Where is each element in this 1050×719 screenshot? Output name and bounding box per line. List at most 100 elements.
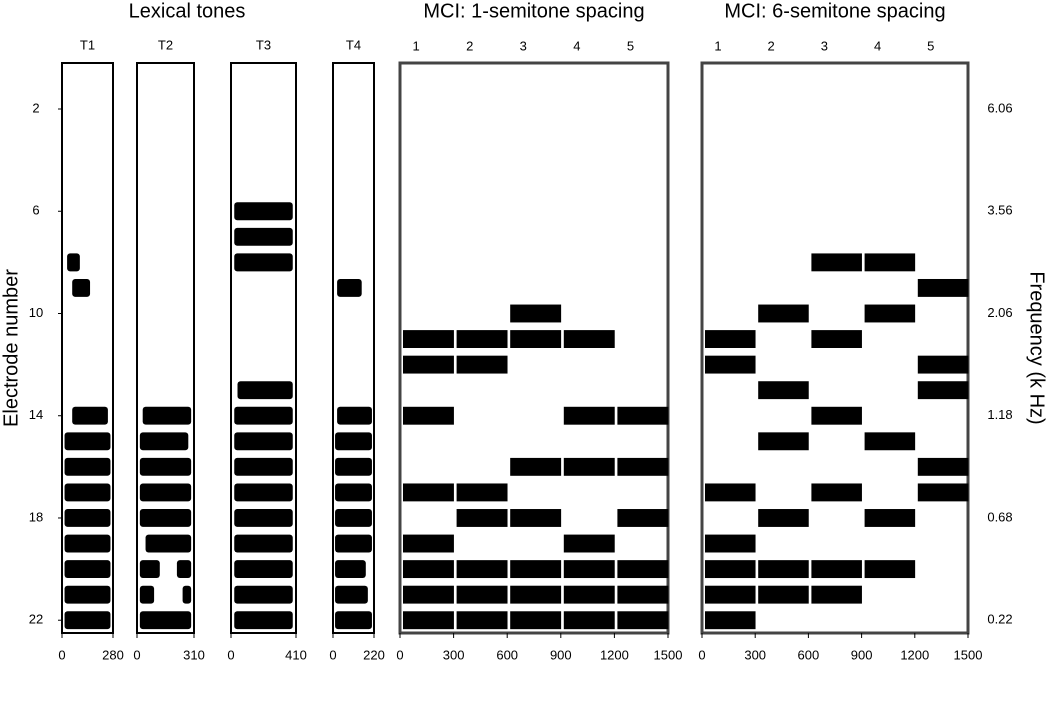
stimulation-band [234, 202, 293, 221]
stimulation-band [139, 509, 192, 527]
stimulation-band [67, 253, 80, 272]
stimulation-band [403, 330, 454, 348]
stimulation-band [64, 457, 111, 476]
x-tick-label: 1200 [900, 647, 929, 662]
stimulation-band [234, 432, 293, 451]
stimulation-band [335, 432, 372, 451]
stimulation-band [234, 560, 293, 579]
stimulation-band [510, 330, 562, 348]
stimulation-band [403, 534, 454, 553]
stimulation-band [456, 330, 508, 348]
stimulation-band [234, 611, 293, 630]
stimulation-band [705, 355, 756, 374]
stimulation-band [617, 406, 669, 425]
stimulation-band [705, 483, 756, 502]
stimulation-band [234, 585, 293, 604]
stimulation-band [563, 585, 615, 604]
stimulation-band [337, 278, 362, 297]
x-tick-label: 900 [851, 647, 873, 662]
y2-tick-label: 2.06 [987, 305, 1012, 320]
y-tick-label: 6 [32, 203, 39, 218]
stimulation-band [335, 483, 372, 502]
stimulation-band [234, 457, 293, 476]
y2-tick-label: 6.06 [987, 100, 1012, 115]
stimulation-band [917, 457, 969, 476]
stimulation-band [563, 611, 615, 630]
stimulation-band [758, 304, 809, 323]
x-tick-label: 220 [363, 647, 385, 662]
stimulation-band [563, 457, 615, 476]
stimulation-band [403, 611, 454, 630]
stimulation-band [917, 483, 969, 502]
stimulation-band [64, 534, 111, 553]
x-tick-label: 900 [550, 647, 572, 662]
stimulation-band [510, 585, 562, 604]
stimulation-band [456, 509, 508, 527]
stimulation-band [758, 509, 809, 527]
stimulation-band [917, 381, 969, 400]
stimulation-band [145, 534, 192, 553]
stimulation-band [234, 509, 293, 527]
stimulation-band [758, 432, 809, 451]
stimulation-band [64, 483, 111, 502]
stimulation-band [510, 611, 562, 630]
note-label: 2 [768, 38, 775, 53]
stimulation-band [917, 355, 969, 374]
x-tick-label: 1200 [600, 647, 629, 662]
stimulation-band [403, 483, 454, 502]
stimulation-band [758, 585, 809, 604]
stimulation-band [811, 253, 862, 272]
x-tick-label: 0 [58, 647, 65, 662]
x-tick-label: 300 [744, 647, 766, 662]
stimulation-band [617, 611, 669, 630]
stimulation-band [811, 406, 862, 425]
y-tick-label: 2 [32, 100, 39, 115]
stimulation-band [335, 585, 368, 604]
stimulation-band [563, 406, 615, 425]
stimulation-band [403, 355, 454, 374]
stimulation-band [917, 278, 969, 297]
y2-tick-label: 0.68 [987, 509, 1012, 524]
y2-axis-label: Frequency (k Hz) [1026, 271, 1048, 424]
stimulation-band [758, 381, 809, 400]
y2-tick-label: 0.22 [987, 612, 1012, 627]
x-tick-label: 0 [396, 647, 403, 662]
stimulation-band [864, 432, 916, 451]
stimulation-band [617, 585, 669, 604]
stimulation-band [864, 253, 916, 272]
stimulation-band [139, 432, 189, 451]
stimulation-band [335, 457, 372, 476]
stimulation-band [705, 611, 756, 630]
stimulation-band [456, 585, 508, 604]
panel-title: T1 [80, 37, 95, 52]
y2-tick-label: 1.18 [987, 407, 1012, 422]
x-tick-label: 600 [798, 647, 820, 662]
x-tick-label: 0 [227, 647, 234, 662]
x-tick-label: 0 [698, 647, 705, 662]
x-tick-label: 0 [133, 647, 140, 662]
y-tick-label: 22 [29, 612, 43, 627]
stimulation-band [563, 560, 615, 579]
x-tick-label: 600 [496, 647, 518, 662]
stimulation-band [510, 560, 562, 579]
stimulation-band [617, 457, 669, 476]
y-axis-label: Electrode number [0, 269, 22, 427]
stimulation-band [335, 509, 372, 527]
stimulation-band [456, 560, 508, 579]
stimulation-band [403, 560, 454, 579]
note-label: 3 [821, 38, 828, 53]
stimulation-band [234, 253, 293, 272]
y-tick-label: 14 [29, 407, 43, 422]
panel-title: T3 [256, 37, 271, 52]
note-label: 4 [874, 38, 881, 53]
stimulation-band [335, 534, 372, 553]
stimulation-band [617, 509, 669, 527]
stimulation-band [335, 611, 372, 630]
y2-tick-label: 3.56 [987, 203, 1012, 218]
stimulation-band [811, 560, 862, 579]
stimulation-band [337, 406, 372, 425]
x-tick-label: 0 [329, 647, 336, 662]
stimulation-band [72, 278, 91, 297]
group-title: Lexical tones [129, 0, 246, 22]
